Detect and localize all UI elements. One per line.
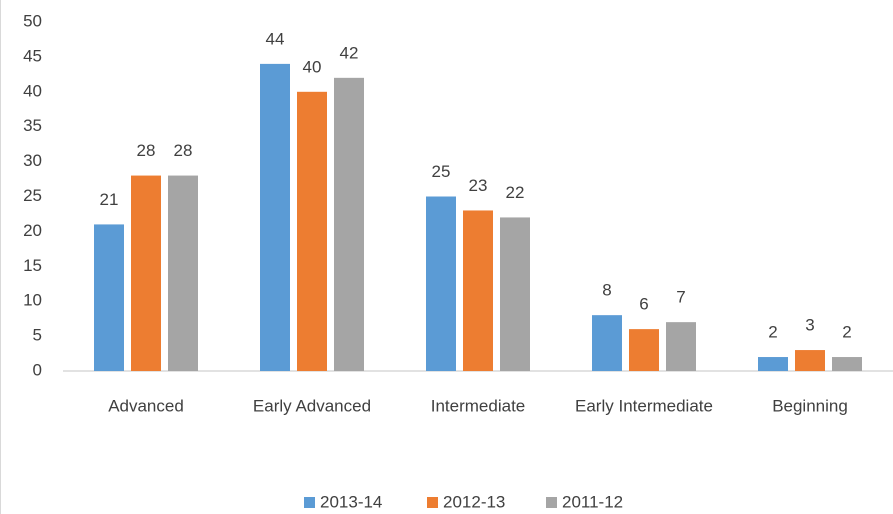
y-tick-label: 10 [23, 291, 42, 310]
x-tick-label: Early Advanced [253, 396, 371, 415]
bar [666, 322, 696, 371]
data-label: 25 [432, 162, 451, 181]
data-label: 42 [340, 43, 359, 62]
bar [297, 91, 327, 372]
data-label: 8 [602, 281, 611, 300]
bar [758, 357, 788, 371]
y-tick-label: 35 [23, 116, 42, 135]
data-label: 6 [639, 295, 648, 314]
bar [592, 315, 622, 371]
y-tick-label: 45 [23, 46, 42, 65]
y-tick-label: 0 [33, 360, 42, 379]
data-label: 40 [303, 57, 322, 76]
y-tick-label: 30 [23, 151, 42, 170]
y-tick-label: 50 [23, 11, 42, 30]
legend-swatch [427, 497, 438, 508]
y-tick-label: 15 [23, 256, 42, 275]
legend-label: 2012-13 [443, 492, 505, 511]
bar [94, 224, 124, 371]
y-tick-label: 5 [33, 326, 42, 345]
data-label: 21 [100, 190, 119, 209]
bar [426, 196, 456, 371]
y-tick-label: 25 [23, 186, 42, 205]
bar [795, 350, 825, 371]
bar [629, 329, 659, 371]
x-tick-label: Early Intermediate [575, 396, 713, 415]
x-tick-label: Intermediate [431, 396, 526, 415]
bar [334, 77, 364, 371]
legend-label: 2013-14 [320, 492, 382, 511]
y-tick-label: 40 [23, 81, 42, 100]
data-label: 28 [174, 141, 193, 160]
data-label: 2 [768, 323, 777, 342]
x-tick-label: Advanced [108, 396, 184, 415]
data-label: 22 [506, 183, 525, 202]
data-label: 3 [805, 316, 814, 335]
legend-label: 2011-12 [562, 492, 623, 511]
bar [260, 63, 290, 371]
bar [168, 175, 198, 371]
legend-swatch [546, 497, 557, 508]
bar [131, 175, 161, 371]
data-label: 7 [676, 288, 685, 307]
data-label: 2 [842, 323, 851, 342]
data-label: 44 [266, 29, 285, 48]
bar [500, 217, 530, 371]
data-label: 23 [469, 176, 488, 195]
data-label: 28 [137, 141, 156, 160]
legend-swatch [304, 497, 315, 508]
y-tick-label: 20 [23, 221, 42, 240]
bar [463, 210, 493, 371]
x-tick-label: Beginning [772, 396, 848, 415]
bar [832, 357, 862, 371]
